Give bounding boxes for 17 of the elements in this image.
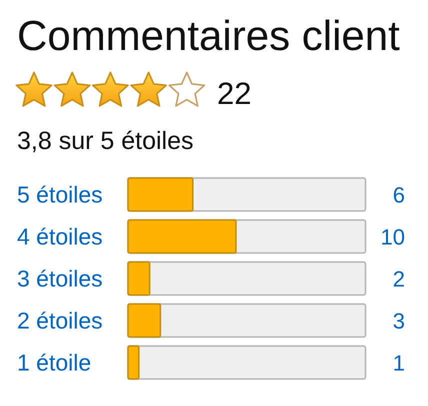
data-label: 1 (392, 350, 405, 376)
y-tick-label: 4 étoiles (17, 224, 103, 250)
bar (127, 177, 194, 212)
text: 22 (217, 76, 252, 111)
y-tick-label: 1 étoile (17, 350, 92, 376)
data-label: 6 (392, 182, 405, 208)
bar (127, 303, 162, 338)
bar (127, 345, 140, 380)
data-label: 3 (392, 308, 405, 334)
data-label: 2 (392, 266, 405, 292)
y-tick-label: 3 étoiles (17, 266, 103, 292)
chart-title: Commentaires client (17, 12, 400, 59)
text: 3,8 sur 5 étoiles (17, 127, 194, 155)
y-tick-label: 5 étoiles (17, 182, 103, 208)
y-tick-label: 2 étoiles (17, 308, 103, 334)
bar (127, 261, 150, 296)
data-label: 10 (380, 224, 405, 250)
